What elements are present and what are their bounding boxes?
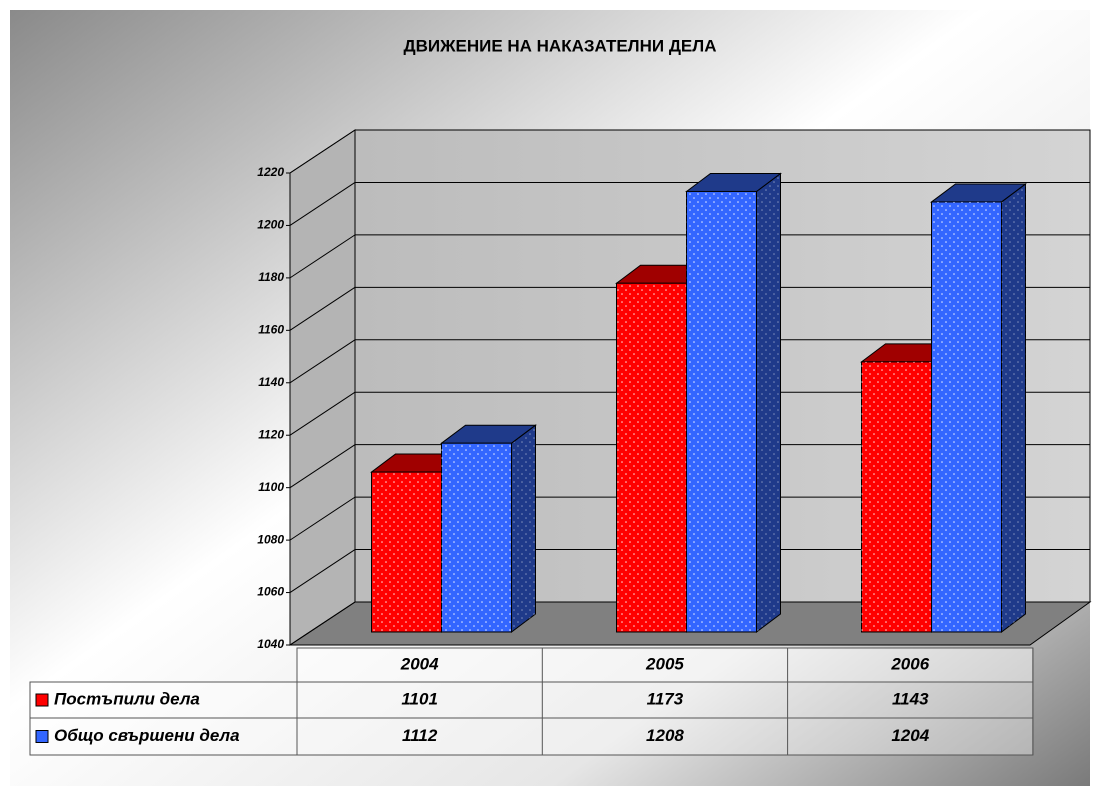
table-value: 1143	[892, 689, 929, 708]
grid-line	[289, 549, 356, 593]
grid-line	[289, 339, 356, 384]
x-tick-label: 2005	[645, 654, 684, 673]
legend-key	[35, 693, 49, 707]
bar-dots	[931, 201, 1002, 632]
bar-side-dots	[511, 425, 536, 632]
y-tick-label: 1140	[258, 375, 284, 389]
bar-side-dots	[756, 173, 781, 632]
y-tick-label: 1080	[257, 532, 284, 546]
y-tick-label: 1120	[258, 427, 284, 441]
grid-line	[289, 601, 356, 646]
y-tick-label: 1100	[258, 480, 284, 494]
y-tick-label: 1160	[258, 323, 284, 337]
legend-key	[35, 730, 49, 743]
table-value: 1112	[402, 726, 438, 745]
bar-dots	[861, 361, 932, 632]
grid-line	[289, 391, 356, 436]
legend-label: Общо свършени дела	[54, 726, 240, 745]
grid-line	[289, 496, 356, 541]
x-tick-label: 2004	[400, 654, 439, 673]
y-tick-label: 1220	[257, 165, 284, 179]
table-value: 1208	[646, 726, 684, 745]
table-value: 1173	[647, 689, 684, 708]
y-tick-label: 1040	[257, 637, 284, 651]
table-value: 1204	[891, 726, 929, 745]
y-tick-label: 1060	[257, 585, 284, 599]
chart-title: ДВИЖЕНИЕ НА НАКАЗАТЕЛНИ ДЕЛА	[404, 36, 717, 55]
bar-dots	[616, 283, 687, 632]
grid-line	[289, 286, 356, 331]
side-wall	[289, 129, 356, 646]
bar-dots	[686, 191, 757, 632]
bar-dots	[371, 472, 442, 632]
legend-label: Постъпили дела	[54, 689, 200, 708]
bar-dots	[441, 443, 512, 632]
grid-line	[289, 129, 356, 174]
grid-line	[289, 444, 356, 489]
grid-line	[289, 234, 356, 279]
x-tick-label: 2006	[890, 654, 929, 673]
y-tick-label: 1200	[257, 218, 284, 232]
bar-side-dots	[1001, 183, 1026, 632]
table-header	[296, 647, 1034, 683]
grid-line	[289, 182, 356, 226]
y-tick-label: 1180	[258, 270, 284, 284]
table-value: 1101	[401, 689, 438, 708]
